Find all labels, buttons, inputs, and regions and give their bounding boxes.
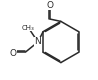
Text: O: O	[46, 1, 53, 10]
Text: CH₃: CH₃	[21, 25, 34, 31]
Text: N: N	[34, 38, 41, 46]
Text: O: O	[10, 49, 16, 58]
